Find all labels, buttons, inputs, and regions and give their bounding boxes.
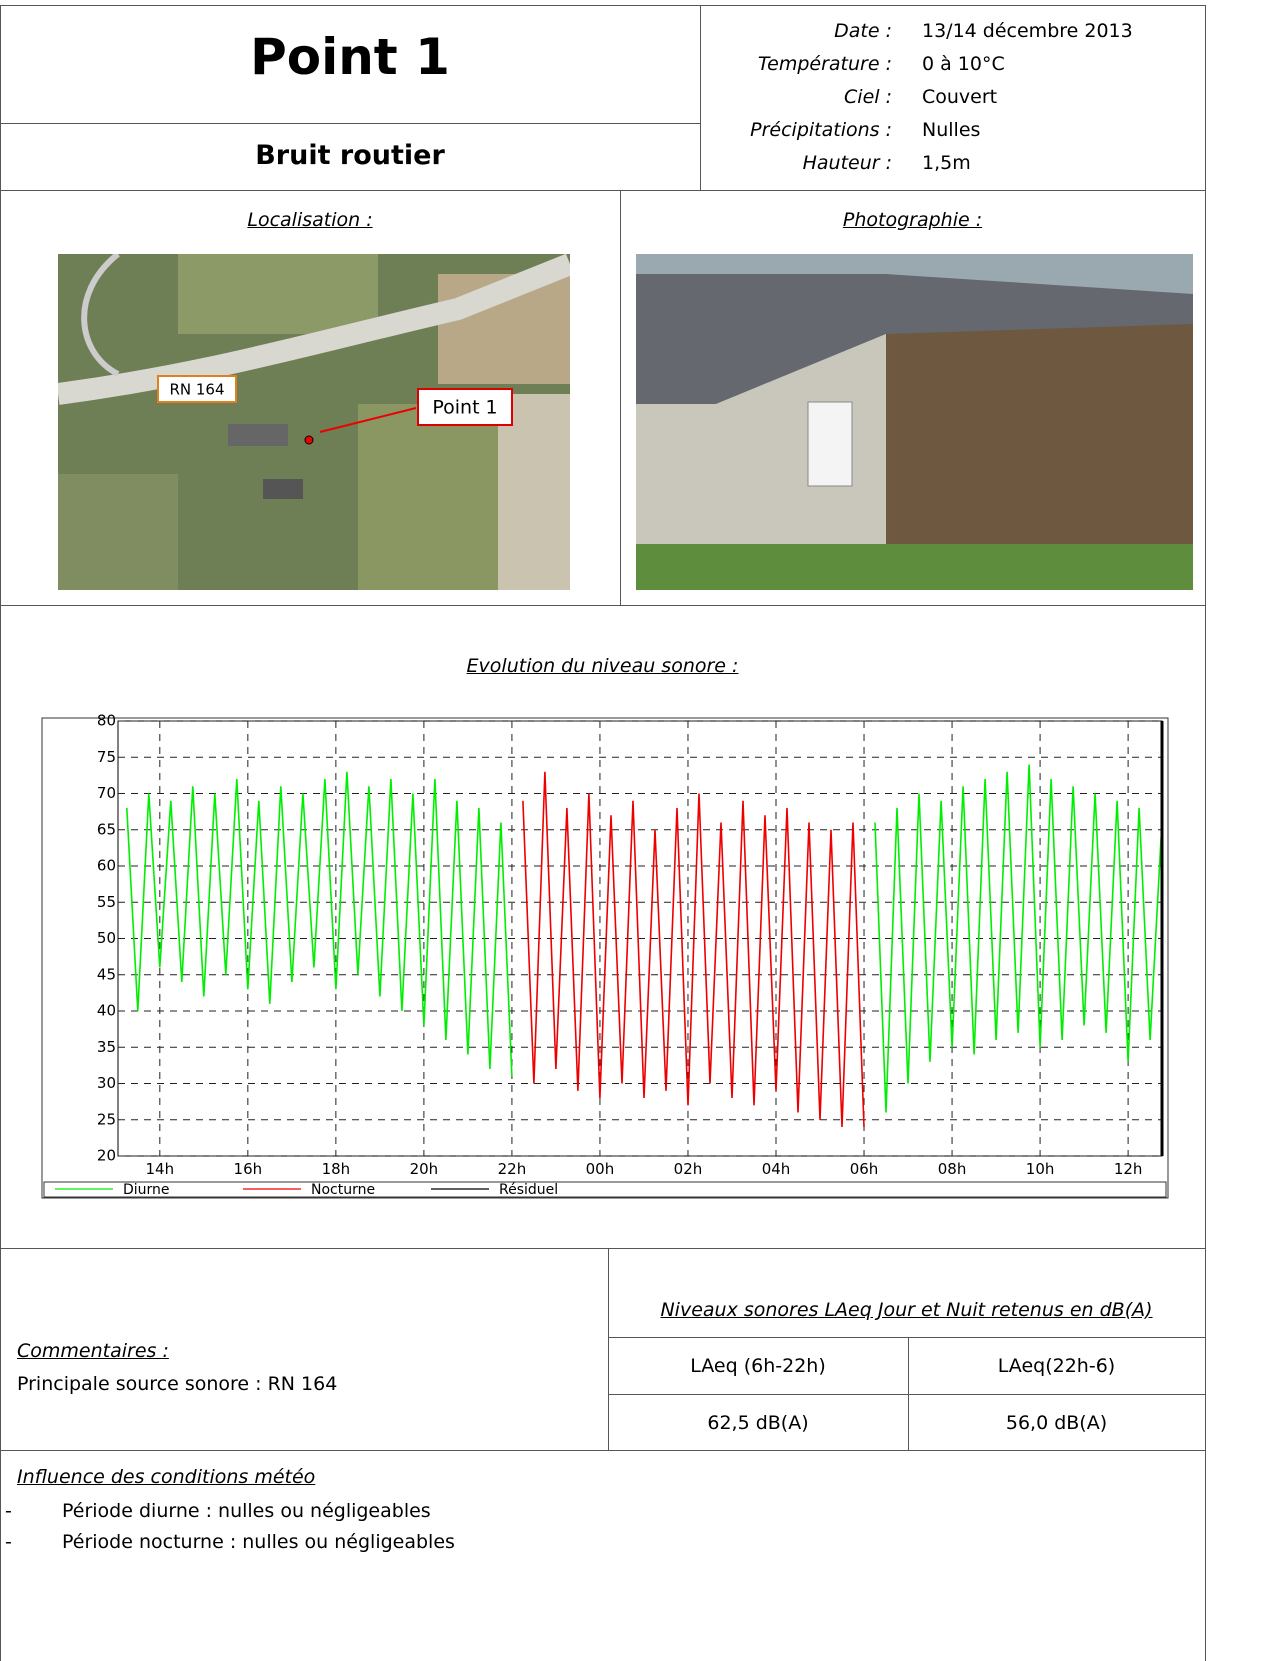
rule: [0, 123, 700, 124]
y-tick-label: 30: [97, 1074, 116, 1092]
condition-value: 0 à 10°C: [922, 53, 1005, 75]
x-tick-label: 10h: [1026, 1160, 1055, 1178]
x-tick-label: 06h: [850, 1160, 879, 1178]
table-caption: Niveaux sonores LAeq Jour et Nuit retenu…: [660, 1299, 1153, 1321]
title: Point 1: [250, 28, 450, 86]
map: RN 164 Point 1: [58, 254, 570, 590]
rule: [608, 1337, 1205, 1338]
bullet: -: [5, 1531, 12, 1553]
x-tick-label: 20h: [410, 1160, 439, 1178]
x-tick-label: 14h: [146, 1160, 175, 1178]
rule: [908, 1337, 909, 1450]
rule: [608, 1394, 1205, 1395]
x-tick-label: 00h: [586, 1160, 615, 1178]
condition-label: Hauteur :: [802, 152, 892, 174]
section-heading: Localisation :: [247, 209, 373, 231]
series-line: [126, 771, 513, 1077]
chart-title: Evolution du niveau sonore :: [466, 655, 739, 677]
condition-label: Température :: [757, 53, 892, 75]
meteo-heading: Influence des conditions météo: [17, 1466, 316, 1488]
y-tick-label: 35: [97, 1038, 116, 1056]
x-tick-label: 02h: [674, 1160, 703, 1178]
table-cell: 56,0 dB(A): [1005, 1412, 1108, 1434]
y-tick-label: 80: [97, 712, 116, 730]
series-line: [522, 771, 865, 1128]
comments-text: Principale source sonore : RN 164: [17, 1373, 338, 1395]
condition-value: 13/14 décembre 2013: [922, 20, 1133, 42]
legend-label: Résiduel: [499, 1182, 558, 1198]
table-header: LAeq (6h-22h): [690, 1355, 826, 1377]
condition-value: Nulles: [922, 119, 981, 141]
comments-heading: Commentaires :: [17, 1340, 169, 1362]
rule: [0, 1450, 1205, 1451]
condition-label: Précipitations :: [750, 119, 892, 141]
meteo-item: Période diurne : nulles ou négligeables: [62, 1500, 431, 1522]
rule: [0, 5, 1, 1661]
y-tick-label: 55: [97, 893, 116, 911]
legend-label: Nocturne: [311, 1182, 375, 1198]
table-header: LAeq(22h-6): [997, 1355, 1116, 1377]
legend: [43, 1181, 1167, 1198]
condition-value: Couvert: [922, 86, 998, 108]
y-tick-label: 45: [97, 965, 116, 983]
rule: [700, 5, 701, 190]
x-tick-label: 08h: [938, 1160, 967, 1178]
y-tick-label: 65: [97, 820, 116, 838]
condition-label: Date :: [834, 20, 892, 42]
bullet: -: [5, 1500, 12, 1522]
series-line: [874, 764, 1162, 1113]
x-tick-label: 04h: [762, 1160, 791, 1178]
x-tick-label: 16h: [234, 1160, 263, 1178]
condition-label: Ciel :: [844, 86, 892, 108]
subtitle: Bruit routier: [255, 140, 445, 171]
meteo-item: Période nocturne : nulles ou négligeable…: [62, 1531, 455, 1553]
chart: 20 25 30 35 40 45 50 55 60 65 70 75 80 14h 16h 18h 20h 22…: [41, 712, 1169, 1199]
y-tick-label: 40: [97, 1002, 116, 1020]
x-tick-label: 18h: [322, 1160, 351, 1178]
y-tick-label: 60: [97, 857, 116, 875]
y-tick-label: 50: [97, 929, 116, 947]
condition-value: 1,5m: [922, 152, 971, 174]
section-heading: Photographie :: [842, 209, 983, 231]
photo: [636, 254, 1193, 590]
rule: [620, 190, 621, 605]
rule: [0, 605, 1205, 606]
y-tick-label: 20: [97, 1147, 116, 1165]
y-tick-label: 75: [97, 748, 116, 766]
y-tick-label: 70: [97, 784, 116, 802]
x-tick-label: 22h: [498, 1160, 527, 1178]
map-label: Point 1: [432, 397, 497, 419]
rule: [608, 1248, 609, 1450]
rule: [0, 1248, 1205, 1249]
y-tick-label: 25: [97, 1110, 116, 1128]
x-tick-label: 12h: [1114, 1160, 1143, 1178]
table-cell: 62,5 dB(A): [707, 1412, 809, 1434]
rule: [0, 190, 1205, 191]
legend-label: Diurne: [123, 1182, 170, 1198]
rule: [0, 5, 1205, 6]
rule: [1205, 5, 1206, 1661]
map-label: RN 164: [169, 381, 224, 399]
